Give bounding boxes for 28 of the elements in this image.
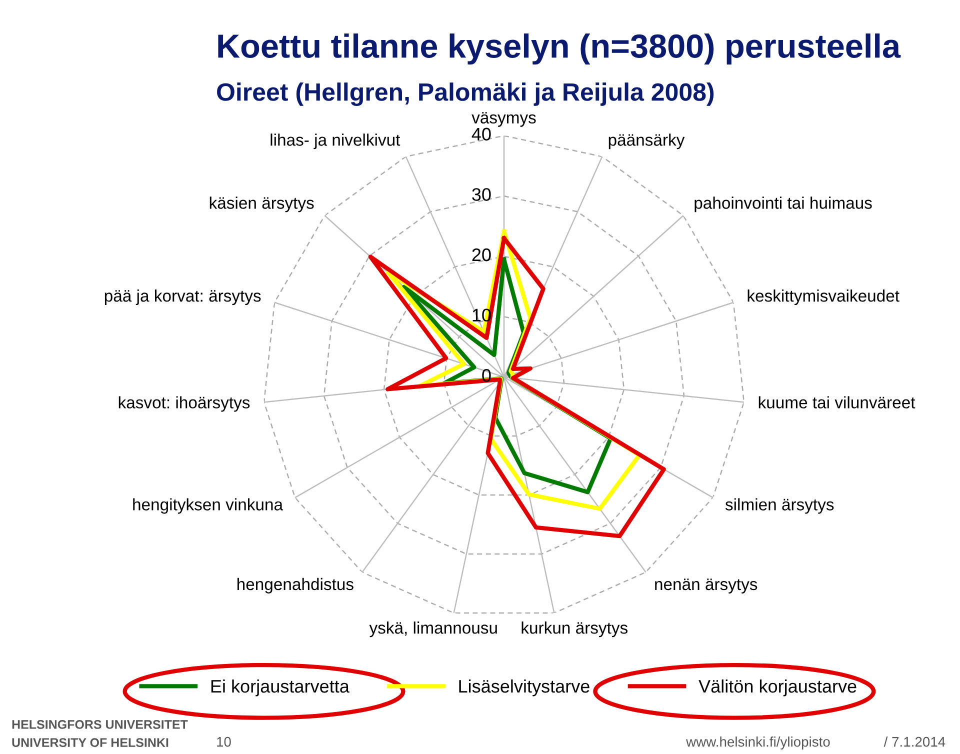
text: HELSINGFORS UNIVERSITET <box>12 720 188 729</box>
spoke-label: kurkun ärsytys <box>522 622 628 638</box>
text: www.helsinki.fi/yliopisto <box>686 736 830 750</box>
chart-subtitle: Oireet (Hellgren, Palomäki ja Reijula 2008) <box>217 82 714 106</box>
y-tick-label: 30 <box>472 188 491 201</box>
chart-title: Koettu tilanne kyselyn (n=3800) perusteella <box>218 33 901 65</box>
spoke-label: lihas- ja nivelkivut <box>270 134 400 150</box>
text: 10 <box>217 736 231 747</box>
spoke-label: keskittymisvaikeudet <box>748 290 900 306</box>
spoke-label: väsymys <box>472 112 536 127</box>
text: / 7.1.2014 <box>884 736 946 747</box>
spoke-label: kasvot: ihoärsytys <box>118 396 250 412</box>
legend-label: Välitön korjaustarve <box>698 679 856 696</box>
spoke-label: hengenahdistus <box>237 578 354 594</box>
legend-label: Lisäselvitystarve <box>459 679 590 696</box>
spoke-label: yskä, limannousu <box>369 622 497 638</box>
spoke-label: pää ja korvat: ärsytys <box>104 290 261 306</box>
spoke-label: silmien ärsytys <box>725 498 834 514</box>
legend-label: Ei korjaustarvetta <box>211 679 350 696</box>
text: UNIVERSITY OF HELSINKI <box>12 738 168 748</box>
spoke-label: päänsärky <box>608 134 685 150</box>
spoke-label: käsien ärsytys <box>210 196 314 212</box>
y-tick-label: 20 <box>472 248 491 262</box>
spoke-label: pahoinvointi tai huimaus <box>694 196 872 212</box>
spoke-label: kuume tai vilunväreet <box>758 396 916 408</box>
spoke-label: hengityksen vinkuna <box>133 498 284 514</box>
y-tick-label: 40 <box>472 128 491 141</box>
spoke-label: nenän ärsytys <box>655 578 758 594</box>
